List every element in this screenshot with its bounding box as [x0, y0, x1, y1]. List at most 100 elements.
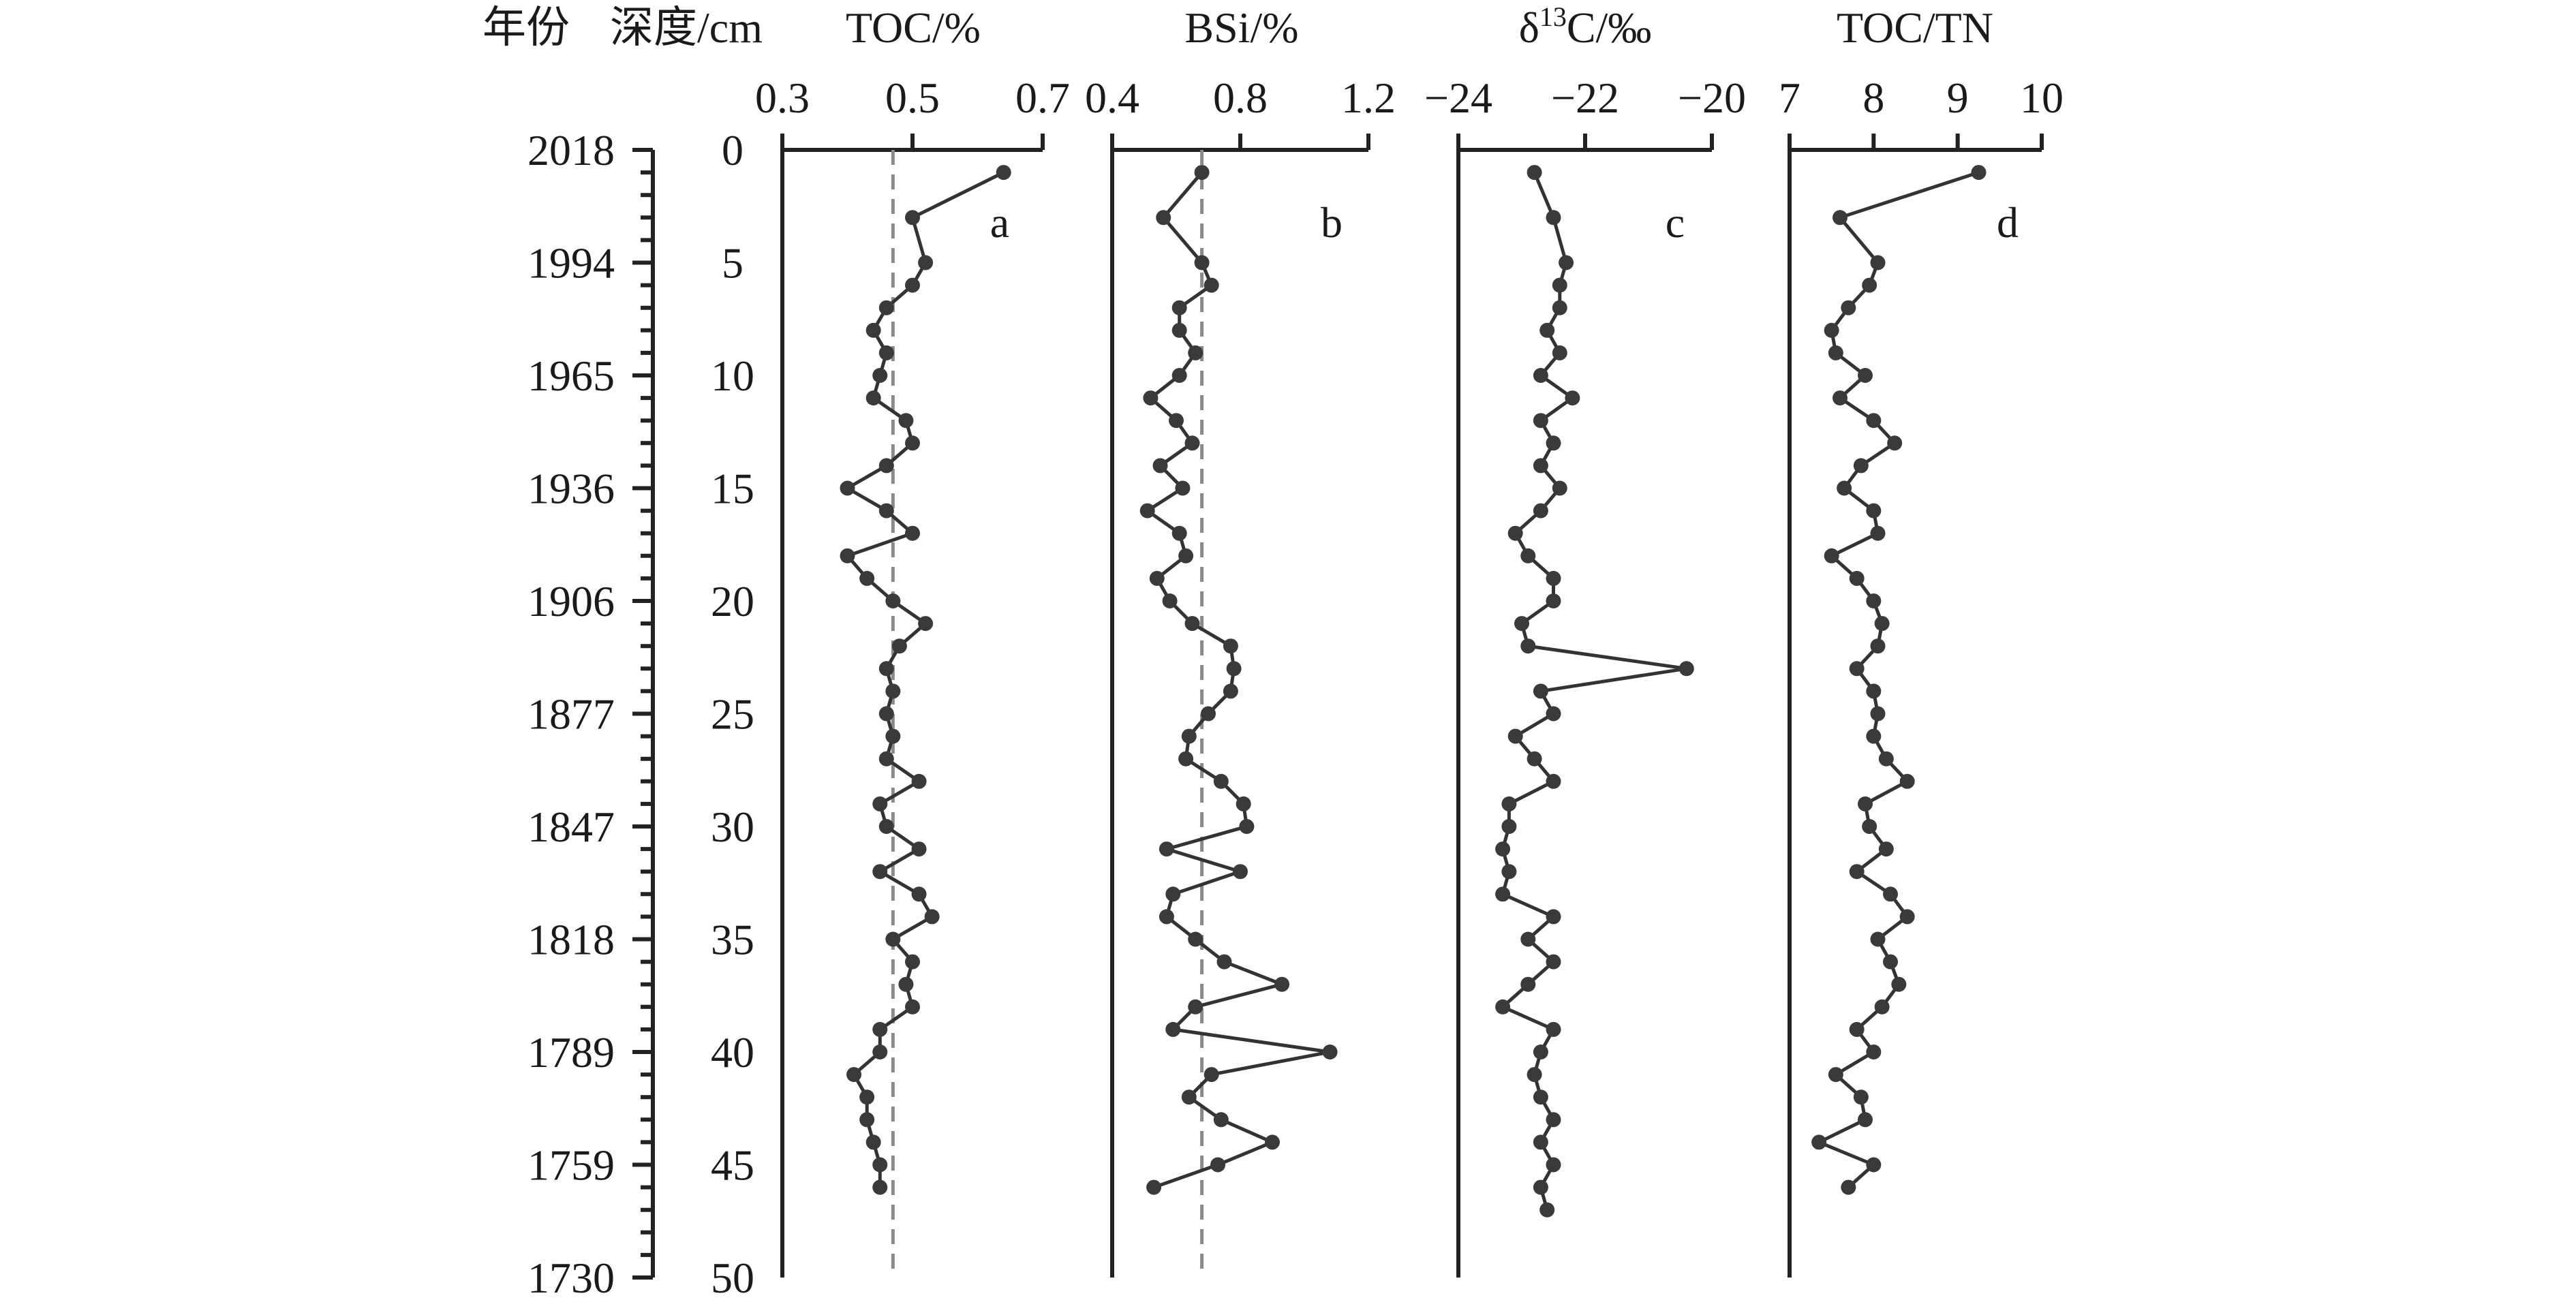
data-point — [1146, 1179, 1162, 1195]
depth-tick-label: 10 — [711, 352, 754, 400]
data-point — [1883, 954, 1898, 970]
data-point — [1552, 277, 1567, 293]
year-tick-label: 1818 — [527, 916, 615, 964]
data-point — [1226, 661, 1242, 677]
data-point — [1811, 1134, 1827, 1150]
data-point — [878, 751, 894, 767]
data-point — [1165, 1021, 1181, 1037]
data-point — [1533, 368, 1548, 383]
data-point — [1887, 435, 1903, 451]
x-tick-label: 10 — [2020, 74, 2064, 122]
data-point — [1507, 525, 1523, 541]
panel-letter-label: b — [1321, 198, 1343, 247]
data-point — [1533, 683, 1548, 699]
data-point — [1828, 1067, 1843, 1083]
data-point — [1833, 390, 1847, 406]
data-point — [1878, 841, 1894, 857]
panel-d: TOC/TN 7 8 9 10 d — [1779, 3, 2064, 1278]
data-point — [1527, 165, 1542, 181]
depth-tick-label: 35 — [711, 916, 754, 964]
data-point — [1223, 683, 1238, 699]
data-point — [911, 773, 927, 789]
data-point — [1874, 999, 1890, 1015]
data-point — [878, 819, 894, 834]
data-point — [918, 255, 934, 270]
data-point — [911, 841, 927, 857]
data-point — [1849, 1021, 1865, 1037]
data-point — [1520, 548, 1536, 563]
data-point — [1181, 728, 1197, 744]
data-point — [885, 931, 901, 947]
data-point — [865, 390, 881, 406]
data-point — [872, 1021, 888, 1037]
data-point — [1514, 616, 1529, 632]
data-point — [1866, 413, 1882, 429]
data-point — [1188, 999, 1203, 1015]
data-point — [1162, 593, 1178, 608]
data-point — [872, 1179, 888, 1195]
data-point — [1495, 999, 1511, 1015]
data-point — [1533, 1134, 1548, 1150]
data-point — [1866, 683, 1882, 699]
data-point — [918, 616, 934, 632]
data-point — [1899, 909, 1915, 925]
panel-letter-label: a — [990, 198, 1009, 247]
data-point — [1274, 976, 1290, 992]
series-line — [1815, 170, 1980, 1189]
data-point — [1507, 728, 1523, 744]
data-point — [1495, 886, 1511, 902]
data-point — [1874, 616, 1890, 632]
data-point — [840, 480, 855, 496]
data-point — [1546, 954, 1561, 970]
data-point — [1201, 706, 1216, 722]
data-point — [1495, 841, 1511, 857]
data-point — [1203, 277, 1219, 293]
data-point — [1870, 255, 1886, 270]
data-point — [1520, 931, 1536, 947]
data-point — [885, 593, 901, 608]
panel-a-title: TOC/% — [846, 3, 981, 52]
data-point — [1533, 1044, 1548, 1059]
data-point — [1899, 773, 1915, 789]
data-point — [898, 976, 914, 992]
data-point — [1837, 480, 1852, 496]
x-tick-label: 0.5 — [885, 74, 940, 122]
data-point — [1171, 525, 1187, 541]
data-point — [1149, 570, 1165, 586]
year-tick-label: 1877 — [527, 690, 615, 739]
data-point — [1853, 1089, 1869, 1105]
data-point — [1866, 1044, 1882, 1059]
data-point — [1152, 458, 1168, 474]
data-point — [865, 1134, 881, 1150]
x-tick-label: −22 — [1551, 74, 1619, 122]
year-tick-label: 1789 — [527, 1028, 615, 1077]
data-point — [1178, 751, 1194, 767]
data-point — [1546, 570, 1561, 586]
data-point — [891, 638, 907, 654]
data-point — [1213, 773, 1229, 789]
data-point — [878, 345, 894, 360]
panel-letter-label: d — [1997, 198, 2019, 247]
data-point — [840, 548, 855, 563]
data-point — [1171, 368, 1187, 383]
x-tick-label: 0.3 — [755, 74, 810, 122]
data-point — [1169, 413, 1184, 429]
data-point — [1678, 661, 1694, 677]
data-point — [878, 661, 894, 677]
depth-tick-label: 20 — [711, 577, 754, 625]
data-point — [1233, 864, 1248, 880]
data-point — [1159, 841, 1174, 857]
data-point — [905, 210, 920, 226]
panel-a: TOC/% 0.3 0.5 0.7 a — [755, 3, 1070, 1278]
depth-tick-label: 45 — [711, 1141, 754, 1190]
data-point — [1565, 390, 1580, 406]
data-point — [905, 525, 920, 541]
data-point — [1552, 480, 1567, 496]
data-point — [878, 706, 894, 722]
data-point — [1552, 345, 1567, 360]
data-point — [1546, 1021, 1561, 1037]
data-point — [1520, 976, 1536, 992]
data-point — [872, 796, 888, 811]
data-point — [1143, 390, 1159, 406]
data-point — [1539, 322, 1555, 338]
